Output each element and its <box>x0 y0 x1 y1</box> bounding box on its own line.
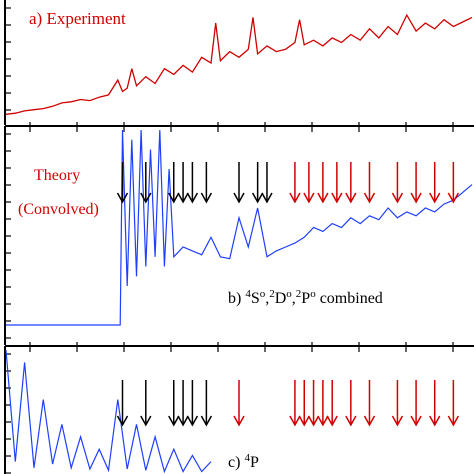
threshold-arrow-black-head <box>168 192 180 204</box>
threshold-arrow-red-head <box>391 192 404 204</box>
panel-a: a) Experiment <box>4 0 473 125</box>
threshold-arrow-black-head <box>116 415 129 427</box>
term-multiplicity: 4 <box>244 452 250 464</box>
threshold-arrow-black-head <box>200 415 213 427</box>
panel-b-label: b) 4So,2Do,2Po combined <box>228 288 383 307</box>
threshold-arrow-red-head <box>303 192 315 204</box>
threshold-arrow-red-head <box>289 192 301 204</box>
threshold-arrow-red-head <box>410 415 422 427</box>
threshold-arrow-red-head <box>317 415 329 427</box>
panel-c-prefix: c) <box>228 454 244 471</box>
term-multiplicity: 2 <box>269 288 275 300</box>
term-separator: , <box>292 290 296 307</box>
threshold-arrow-black-head <box>186 192 199 204</box>
threshold-arrow-black-head <box>251 192 264 204</box>
term-parity: o <box>286 288 292 300</box>
threshold-arrow-red-head <box>363 415 376 427</box>
term-symbol: D <box>275 290 287 307</box>
threshold-arrow-red-head <box>289 415 301 427</box>
threshold-arrow-red-head <box>298 415 310 427</box>
threshold-arrow-black-head <box>116 192 129 204</box>
theory-label: Theory <box>34 167 80 184</box>
panel-b-ticks <box>5 122 454 339</box>
threshold-arrow-black-head <box>186 415 199 427</box>
term-multiplicity: 4 <box>245 288 251 300</box>
threshold-arrow-black-head <box>140 415 152 427</box>
threshold-arrow-red-head <box>429 415 441 427</box>
term-separator: , <box>265 290 269 307</box>
threshold-arrow-black-head <box>177 192 189 204</box>
panel-b: Theory (Convolved) b) 4So,2Do,2Po combin… <box>4 122 473 345</box>
threshold-arrow-red-head <box>307 415 320 427</box>
panel-a-ticks <box>5 7 11 111</box>
threshold-arrow-red-head <box>345 415 357 427</box>
experiment-line <box>5 13 473 115</box>
term-parity: o <box>260 288 266 300</box>
panel-c-arrows <box>116 380 460 427</box>
threshold-arrow-red-head <box>233 415 245 427</box>
threshold-arrow-red-head <box>363 192 376 204</box>
threshold-arrow-black-head <box>177 415 189 427</box>
panel-a-label: a) Experiment <box>29 9 126 28</box>
panel-c-label: c) 4P <box>228 452 259 471</box>
threshold-arrow-red-head <box>429 192 441 204</box>
term-multiplicity: 2 <box>296 288 302 300</box>
panel-b-arrows <box>116 162 460 204</box>
threshold-arrow-red-head <box>317 192 329 204</box>
threshold-arrow-red-head <box>326 415 338 427</box>
theory-combined-line <box>6 129 473 326</box>
theory-convolved-label: (Convolved) <box>18 201 99 218</box>
threshold-arrow-red-head <box>331 192 343 204</box>
panel-b-suffix: combined <box>316 290 383 307</box>
panel-c: c) 4P <box>4 342 460 474</box>
threshold-arrow-black-head <box>168 415 180 427</box>
threshold-arrow-black-head <box>233 192 245 204</box>
threshold-arrow-red-head <box>345 192 357 204</box>
term-parity: o <box>310 288 316 300</box>
threshold-arrow-red-head <box>410 192 422 204</box>
threshold-arrow-red-head <box>391 415 404 427</box>
threshold-arrow-black-head <box>200 192 213 204</box>
theory-4p-line <box>5 349 212 474</box>
threshold-arrow-black-head <box>140 192 152 204</box>
term-symbol: S <box>251 290 260 307</box>
threshold-arrow-red-head <box>447 192 460 204</box>
term-symbol: P <box>250 454 259 471</box>
panel-b-prefix: b) <box>228 290 245 307</box>
term-symbol: P <box>301 290 310 307</box>
threshold-arrow-black-head <box>261 192 273 204</box>
threshold-arrow-red-head <box>447 415 460 427</box>
